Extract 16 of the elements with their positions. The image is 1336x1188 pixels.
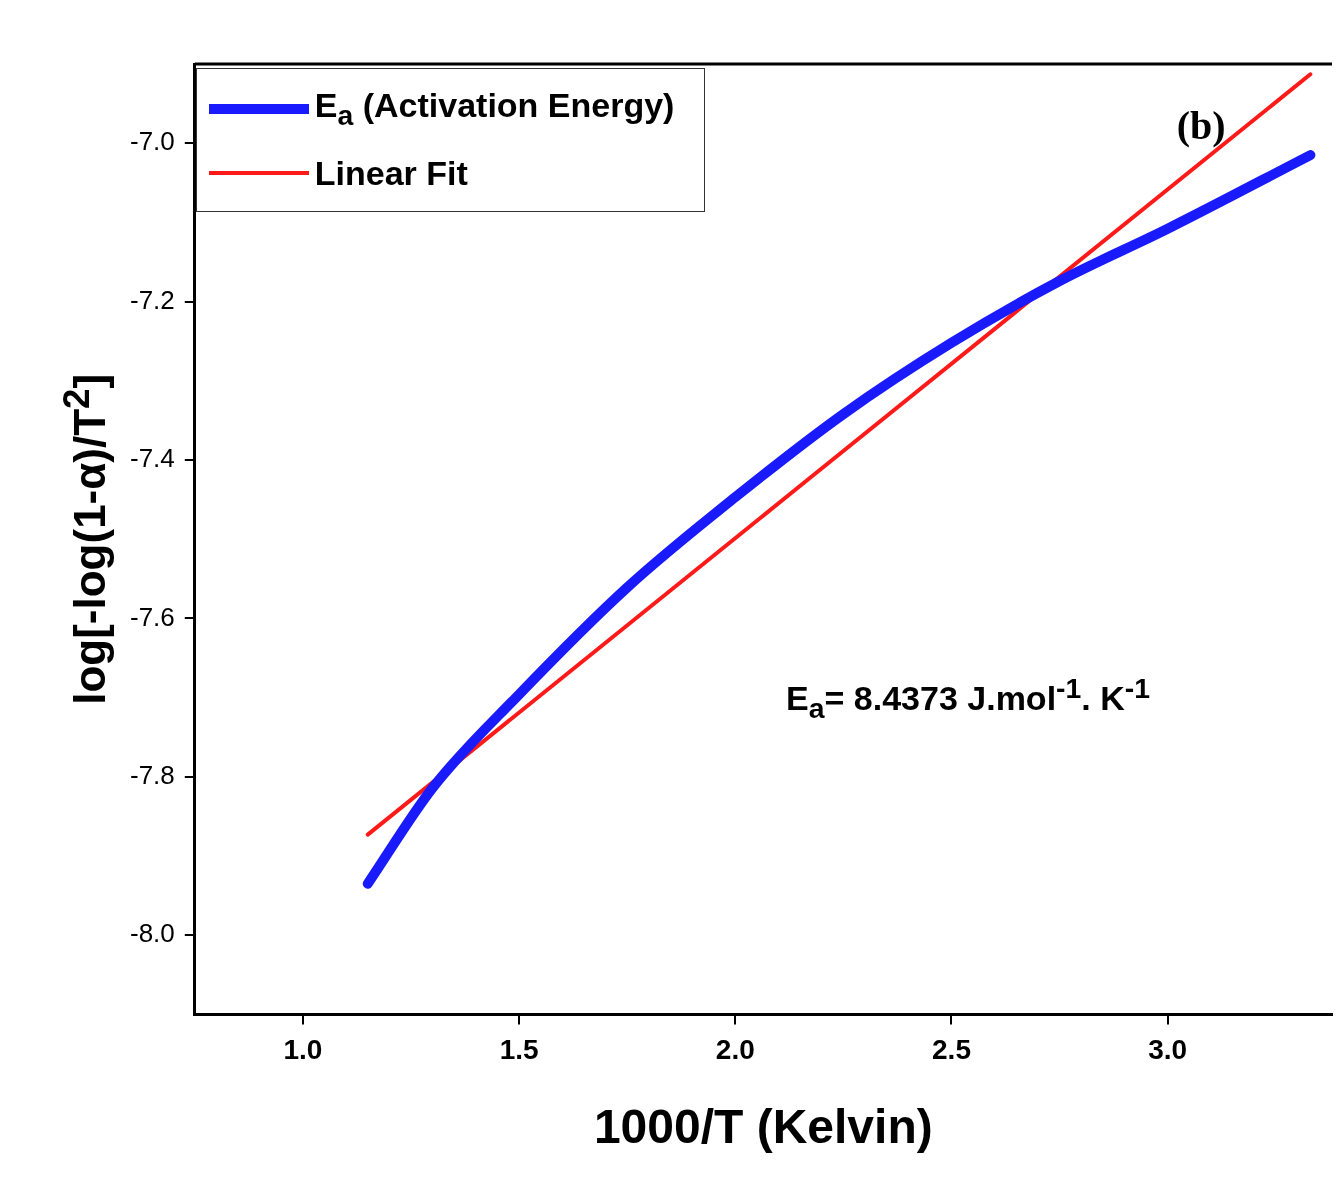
legend-label: E$_{a}$ (Activation Energy) (314, 86, 675, 132)
x-tick-label: 2.5 (932, 1033, 971, 1065)
x-tick-label: 1.5 (499, 1033, 539, 1065)
y-tick-label: -7.0 (129, 126, 175, 157)
y-tick-label: -7.4 (129, 443, 175, 474)
annotation: E$_{a}$= 8.4373 J.mol$^{-1}$. K$^{-1}$ (786, 672, 1150, 726)
y-tick-label: -8.0 (129, 918, 175, 949)
x-tick-label: 2.0 (715, 1033, 755, 1065)
legend-label: Linear Fit (314, 153, 468, 193)
x-tick-label: 1.0 (283, 1033, 323, 1065)
y-tick-label: -7.2 (129, 284, 175, 315)
x-tick-label: 3.0 (1148, 1033, 1188, 1065)
y-tick-label: -7.6 (129, 601, 175, 632)
x-axis-title: 1000/T (Kelvin) (593, 1099, 933, 1155)
y-tick-label: -7.8 (129, 759, 175, 790)
annotation: (b) (1176, 102, 1226, 150)
